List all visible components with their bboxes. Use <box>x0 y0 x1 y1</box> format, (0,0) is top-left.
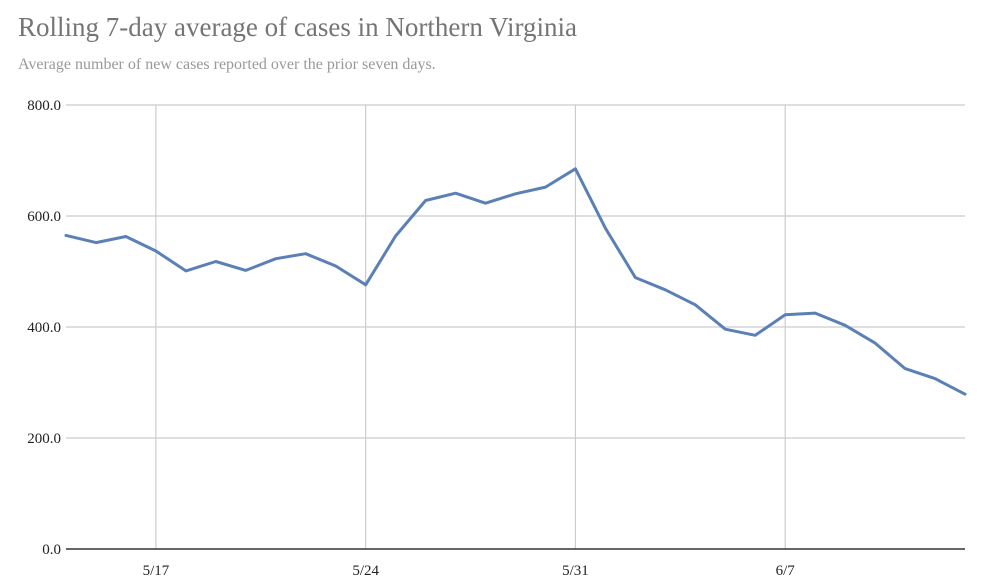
series-line <box>64 167 967 396</box>
x-tick-label: 5/17 <box>143 563 170 579</box>
x-tick-label: 5/31 <box>562 563 589 579</box>
y-tick-label: 0.0 <box>42 542 61 558</box>
y-tick-label: 400.0 <box>27 320 61 336</box>
x-axis-labels: 5/17 5/24 5/31 6/7 <box>143 563 796 579</box>
x-gridlines <box>155 105 786 549</box>
y-axis-labels: 0.0 200.0 400.0 600.0 800.0 <box>27 98 61 558</box>
y-tick-label: 600.0 <box>27 209 61 225</box>
chart-subtitle: Average number of new cases reported ove… <box>18 56 436 73</box>
x-tick-label: 5/24 <box>352 563 379 579</box>
y-tick-label: 200.0 <box>27 431 61 447</box>
chart-title: Rolling 7-day average of cases in Northe… <box>18 12 577 42</box>
x-tick-label: 6/7 <box>776 563 796 579</box>
y-gridlines <box>66 104 965 439</box>
y-tick-label: 800.0 <box>27 98 61 114</box>
